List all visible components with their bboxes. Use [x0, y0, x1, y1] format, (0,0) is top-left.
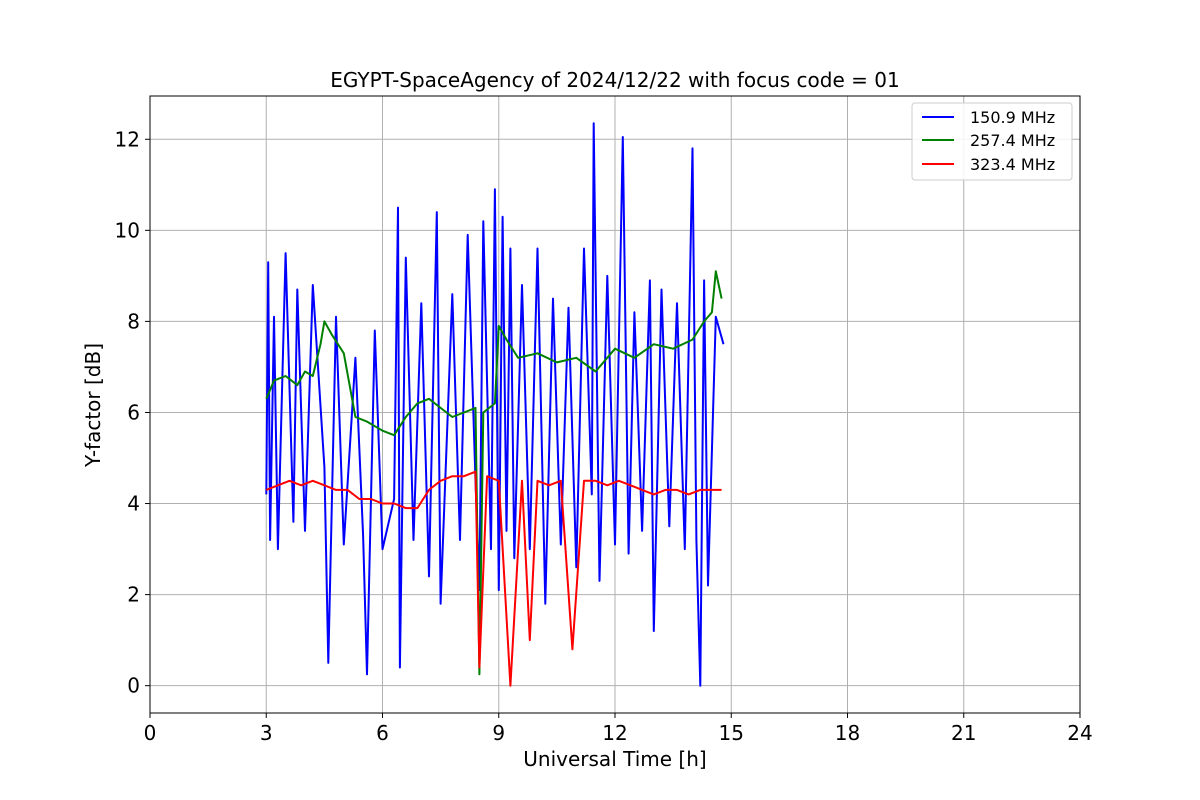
- series-line-0: [265, 122, 725, 687]
- legend-label-150: 150.9 MHz: [970, 108, 1055, 127]
- x-tick-label: 9: [492, 721, 505, 745]
- legend: 150.9 MHz 257.4 MHz 323.4 MHz: [911, 102, 1073, 181]
- y-tick-label: 10: [115, 218, 140, 242]
- x-axis-label: Universal Time [h]: [523, 747, 706, 771]
- series-line-1: [265, 270, 723, 676]
- chart-title: EGYPT-SpaceAgency of 2024/12/22 with foc…: [330, 68, 899, 92]
- legend-label-323: 323.4 MHz: [970, 155, 1055, 174]
- y-tick-label: 4: [127, 492, 140, 516]
- x-tick-label: 6: [376, 721, 389, 745]
- legend-label-257: 257.4 MHz: [970, 131, 1055, 150]
- series-line-2: [265, 470, 722, 687]
- y-axis-label: Y-factor [dB]: [81, 343, 105, 468]
- legend-box: [911, 102, 1073, 181]
- y-tick-label: 2: [127, 583, 140, 607]
- x-tick-label: 3: [260, 721, 273, 745]
- x-tick-label: 21: [951, 721, 976, 745]
- x-tick-label: 0: [144, 721, 157, 745]
- x-tick-label: 18: [835, 721, 860, 745]
- x-tick-label: 15: [719, 721, 744, 745]
- y-tick-label: 8: [127, 309, 140, 333]
- y-tick-label: 0: [127, 674, 140, 698]
- x-tick-label: 12: [602, 721, 627, 745]
- y-tick-label: 6: [127, 400, 140, 424]
- series-layer: [265, 122, 725, 687]
- y-tick-label: 12: [115, 127, 140, 151]
- x-tick-label: 24: [1067, 721, 1092, 745]
